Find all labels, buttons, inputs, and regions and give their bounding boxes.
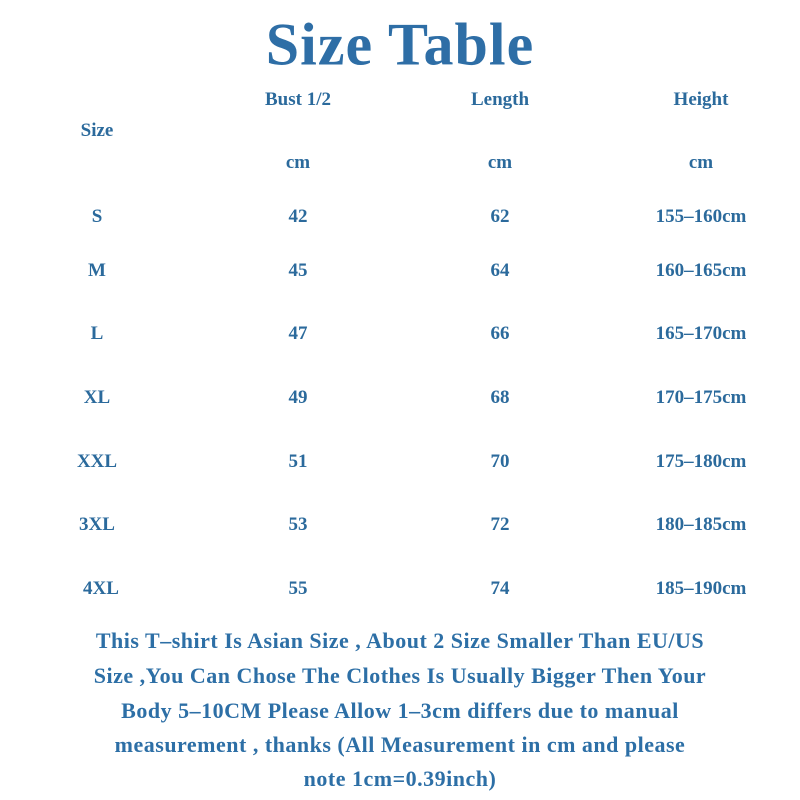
table-cell: S xyxy=(91,206,103,227)
table-cell: 74 xyxy=(490,578,510,599)
header-cell: Length xyxy=(470,89,530,110)
table-cell: 51 xyxy=(288,451,308,472)
note-line: measurement , thanks (All Measurement in… xyxy=(114,732,686,757)
unit-cell: cm xyxy=(285,152,311,173)
table-cell: 55 xyxy=(288,578,308,599)
table-cell: XXL xyxy=(76,451,118,472)
note-line: note 1cm=0.39inch) xyxy=(303,766,497,791)
table-cell: 180–185cm xyxy=(655,514,747,535)
table-cell: 42 xyxy=(288,206,308,227)
table-cell: 62 xyxy=(490,206,510,227)
table-cell: 4XL xyxy=(83,578,119,599)
unit-cell: cm xyxy=(688,152,714,173)
unit-cell: cm xyxy=(487,152,513,173)
note-line: Body 5–10CM Please Allow 1–3cm differs d… xyxy=(121,698,679,723)
table-cell: 70 xyxy=(490,451,510,472)
table-cell: 160–165cm xyxy=(655,260,747,281)
table-cell: 53 xyxy=(288,514,308,535)
note-line: Size ,You Can Chose The Clothes Is Usual… xyxy=(93,663,707,688)
table-cell: M xyxy=(88,260,106,281)
header-cell: Size xyxy=(80,120,114,141)
table-cell: 185–190cm xyxy=(655,578,747,599)
title: Size Table xyxy=(265,11,535,78)
table-cell: 68 xyxy=(490,387,510,408)
note-line: This T–shirt Is Asian Size , About 2 Siz… xyxy=(95,628,705,653)
header-cell: Height xyxy=(673,89,729,110)
table-cell: 47 xyxy=(288,323,308,344)
table-cell: 72 xyxy=(490,514,510,535)
table-cell: L xyxy=(90,323,104,344)
table-cell: 66 xyxy=(490,323,510,344)
table-cell: 64 xyxy=(490,260,510,281)
table-cell: 3XL xyxy=(79,514,115,535)
table-cell: 165–170cm xyxy=(655,323,747,344)
table-cell: 175–180cm xyxy=(655,451,747,472)
table-cell: 49 xyxy=(288,387,308,408)
table-cell: 170–175cm xyxy=(655,387,747,408)
table-cell: 45 xyxy=(288,260,308,281)
table-cell: 155–160cm xyxy=(655,206,747,227)
header-cell: Bust 1/2 xyxy=(265,89,331,110)
table-cell: XL xyxy=(83,387,111,408)
